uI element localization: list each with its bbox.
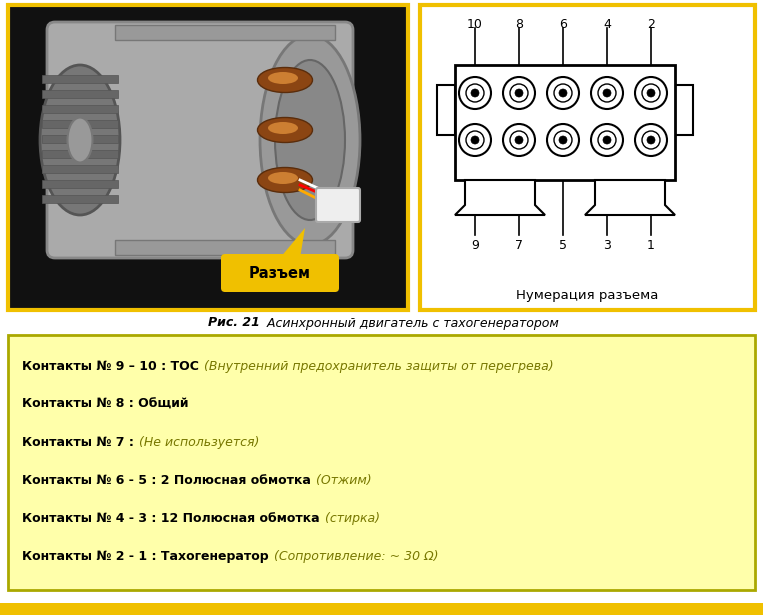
Circle shape [642, 131, 660, 149]
Text: 5: 5 [559, 239, 567, 252]
Text: (Внутренний предохранитель защиты от перегрева): (Внутренний предохранитель защиты от пер… [200, 360, 553, 373]
Text: 6: 6 [559, 18, 567, 31]
Text: 9: 9 [471, 239, 479, 252]
Polygon shape [455, 180, 545, 215]
Circle shape [510, 131, 528, 149]
Text: Рис. 21: Рис. 21 [208, 317, 260, 330]
FancyBboxPatch shape [455, 65, 675, 180]
Text: (Отжим): (Отжим) [312, 474, 372, 487]
Circle shape [603, 89, 611, 97]
Circle shape [471, 136, 479, 144]
Circle shape [471, 89, 479, 97]
Text: (стирка): (стирка) [320, 512, 380, 525]
Circle shape [459, 77, 491, 109]
Circle shape [466, 131, 484, 149]
Ellipse shape [257, 167, 313, 192]
FancyBboxPatch shape [42, 165, 118, 173]
Circle shape [635, 124, 667, 156]
Ellipse shape [257, 68, 313, 92]
Circle shape [547, 77, 579, 109]
Ellipse shape [40, 65, 120, 215]
Circle shape [598, 131, 616, 149]
Text: 7: 7 [515, 239, 523, 252]
Circle shape [647, 136, 655, 144]
Ellipse shape [257, 117, 313, 143]
Text: 10: 10 [467, 18, 483, 31]
Circle shape [510, 84, 528, 102]
Text: 1: 1 [647, 239, 655, 252]
FancyBboxPatch shape [42, 150, 118, 158]
Ellipse shape [275, 60, 345, 220]
Circle shape [503, 124, 535, 156]
Circle shape [591, 77, 623, 109]
Text: 8: 8 [515, 18, 523, 31]
FancyBboxPatch shape [115, 25, 335, 40]
Text: Контакты № 4 - 3 : 12 Полюсная обмотка: Контакты № 4 - 3 : 12 Полюсная обмотка [22, 512, 320, 525]
Text: 2: 2 [647, 18, 655, 31]
Ellipse shape [268, 122, 298, 134]
Circle shape [554, 84, 572, 102]
Circle shape [635, 77, 667, 109]
FancyBboxPatch shape [42, 195, 118, 203]
FancyBboxPatch shape [8, 5, 408, 310]
Circle shape [466, 84, 484, 102]
FancyBboxPatch shape [675, 85, 693, 135]
Circle shape [515, 89, 523, 97]
FancyBboxPatch shape [8, 335, 755, 590]
Polygon shape [585, 180, 675, 215]
Text: 3: 3 [603, 239, 611, 252]
Circle shape [559, 89, 567, 97]
Circle shape [642, 84, 660, 102]
Circle shape [591, 124, 623, 156]
FancyBboxPatch shape [221, 254, 339, 292]
Circle shape [598, 84, 616, 102]
Text: Контакты № 6 - 5 : 2 Полюсная обмотка: Контакты № 6 - 5 : 2 Полюсная обмотка [22, 474, 311, 487]
Circle shape [603, 136, 611, 144]
Circle shape [503, 77, 535, 109]
Text: Контакты № 2 - 1 : Тахогенератор: Контакты № 2 - 1 : Тахогенератор [22, 550, 269, 563]
FancyBboxPatch shape [42, 120, 118, 128]
Text: Нумерация разъема: Нумерация разъема [517, 290, 658, 303]
FancyBboxPatch shape [42, 75, 118, 83]
Text: Разъем: Разъем [249, 266, 311, 280]
Ellipse shape [268, 172, 298, 184]
FancyBboxPatch shape [42, 90, 118, 98]
FancyBboxPatch shape [420, 5, 755, 310]
FancyBboxPatch shape [0, 603, 763, 615]
Text: 4: 4 [603, 18, 611, 31]
Circle shape [647, 89, 655, 97]
Circle shape [554, 131, 572, 149]
FancyBboxPatch shape [437, 85, 455, 135]
Circle shape [547, 124, 579, 156]
Polygon shape [280, 228, 305, 258]
Circle shape [559, 136, 567, 144]
FancyBboxPatch shape [42, 180, 118, 188]
Text: (Не используется): (Не используется) [135, 436, 259, 449]
FancyBboxPatch shape [42, 135, 118, 143]
FancyBboxPatch shape [42, 105, 118, 113]
Circle shape [459, 124, 491, 156]
FancyBboxPatch shape [316, 188, 360, 222]
Ellipse shape [260, 35, 360, 245]
Ellipse shape [67, 117, 92, 162]
Text: (Сопротивление: ~ 30 Ω): (Сопротивление: ~ 30 Ω) [269, 550, 438, 563]
Ellipse shape [268, 72, 298, 84]
FancyBboxPatch shape [47, 22, 353, 258]
FancyBboxPatch shape [115, 240, 335, 255]
Text: Контакты № 9 – 10 : ТОС: Контакты № 9 – 10 : ТОС [22, 360, 199, 373]
Circle shape [515, 136, 523, 144]
Text: Асинхронный двигатель с тахогенератором: Асинхронный двигатель с тахогенератором [263, 317, 559, 330]
Text: Контакты № 7 :: Контакты № 7 : [22, 436, 134, 449]
Text: Контакты № 8 : Общий: Контакты № 8 : Общий [22, 398, 188, 411]
